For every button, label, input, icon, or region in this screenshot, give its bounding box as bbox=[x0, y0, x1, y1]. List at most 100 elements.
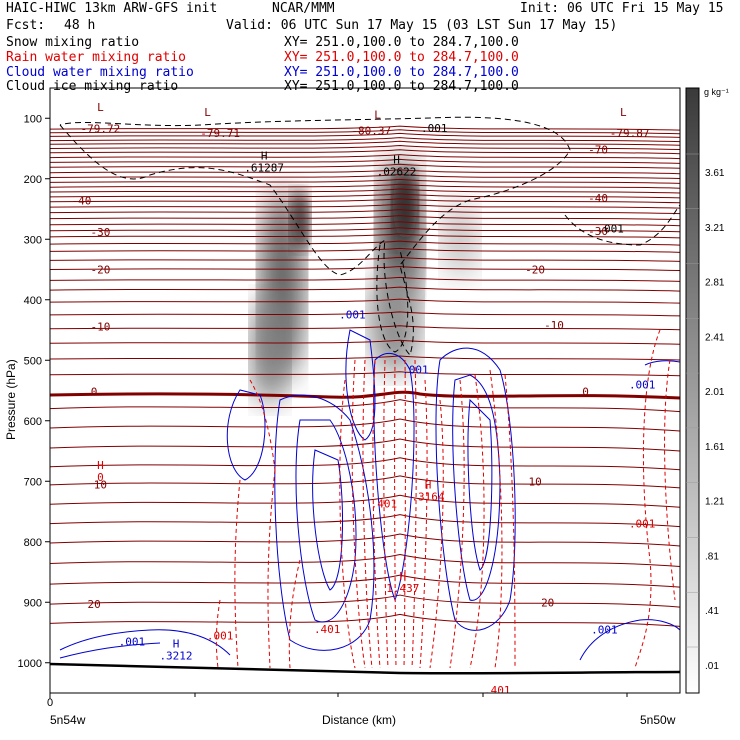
extremum-marker: H bbox=[173, 638, 180, 651]
temperature-label: -70 bbox=[588, 144, 608, 157]
mixing-ratio-label: .001 bbox=[629, 518, 656, 531]
temperature-isotherm bbox=[50, 188, 680, 194]
temperature-isotherm bbox=[50, 494, 680, 508]
mixing-ratio-label: .401 bbox=[371, 498, 398, 511]
valid-time: Valid: 06 UTC Sun 17 May 15 (03 LST Sun … bbox=[226, 18, 618, 33]
extremum-marker: L bbox=[374, 108, 381, 121]
temperature-isotherm bbox=[50, 457, 680, 471]
temperature-isotherm bbox=[50, 533, 680, 547]
temperature-isotherm bbox=[50, 325, 680, 331]
temperature-isotherm bbox=[50, 154, 680, 160]
extremum-value: 1.437 bbox=[386, 582, 419, 595]
mixing-ratio-label: .001 bbox=[591, 623, 618, 636]
fcst-label: Fcst: bbox=[6, 18, 46, 33]
temperature-label: 20 bbox=[87, 598, 100, 611]
plot-frame bbox=[49, 87, 681, 694]
temperature-label: -20 bbox=[90, 264, 110, 277]
field-snow-xy: XY= 251.0,100.0 to 284.7,100.0 bbox=[284, 35, 519, 50]
colorbar-level-label: 1.21 bbox=[705, 497, 725, 508]
temperature-isotherm bbox=[50, 574, 680, 588]
cloud-ice-contours bbox=[59, 116, 680, 356]
extremum-value: .02622 bbox=[377, 166, 417, 179]
temperature-label: -79.87 bbox=[610, 127, 650, 140]
extremum-value: .3164 bbox=[411, 491, 444, 504]
temperature-isotherm bbox=[50, 163, 680, 169]
temperature-isotherm bbox=[50, 276, 680, 282]
temperature-isotherm bbox=[50, 174, 680, 180]
temperature-label: 10 bbox=[94, 478, 107, 491]
field-ice-xy: XY= 251.0,100.0 to 284.7,100.0 bbox=[284, 79, 519, 94]
y-tick-label: 800 bbox=[24, 537, 42, 549]
cloud-water-contours bbox=[59, 329, 680, 661]
mixing-ratio-label: .401 bbox=[484, 684, 511, 697]
field-cloud-xy: XY= 251.0,100.0 to 284.7,100.0 bbox=[284, 65, 519, 80]
extremum-value: 0 bbox=[97, 471, 104, 484]
colorbar-level-label: .41 bbox=[705, 606, 719, 617]
y-tick-label: 300 bbox=[24, 234, 42, 246]
temperature-isotherm bbox=[50, 221, 680, 227]
extremum-marker: H bbox=[399, 570, 406, 583]
extremum-marker: L bbox=[97, 101, 104, 114]
mixing-ratio-label: .001 bbox=[421, 122, 448, 135]
y-tick-label: 100 bbox=[24, 113, 42, 125]
temperature-label: -40 bbox=[72, 195, 92, 208]
x-tick-0: 0 bbox=[47, 697, 53, 709]
temperature-isotherm bbox=[50, 399, 680, 413]
temperature-isotherm bbox=[50, 125, 680, 131]
temperature-isotherm bbox=[50, 144, 680, 150]
temperature-label: -10 bbox=[90, 320, 110, 333]
y-tick-label: 200 bbox=[24, 174, 42, 186]
temperature-contours bbox=[50, 125, 680, 627]
y-tick-label: 400 bbox=[24, 295, 42, 307]
temperature-isotherm bbox=[50, 475, 680, 489]
temperature-isotherm bbox=[50, 265, 680, 271]
temperature-isotherm bbox=[50, 438, 680, 452]
temperature-label: -79.71 bbox=[200, 127, 240, 140]
extremum-marker: H bbox=[393, 154, 400, 167]
temperature-isotherm bbox=[50, 233, 680, 239]
extremum-value: .3212 bbox=[159, 650, 192, 663]
temperature-isotherm bbox=[50, 371, 680, 377]
y-tick-label: 600 bbox=[24, 416, 42, 428]
temperature-label: 0 bbox=[582, 386, 589, 399]
temperature-isotherm bbox=[50, 169, 680, 175]
temperature-isotherm bbox=[50, 594, 680, 608]
temperature-isotherm bbox=[50, 355, 680, 361]
temperature-isotherm bbox=[50, 140, 680, 146]
temperature-isotherm bbox=[50, 227, 680, 233]
temperature-label: 0 bbox=[91, 386, 98, 399]
x-axis-label: Distance (km) bbox=[322, 713, 396, 727]
colorbar-level-label: 3.21 bbox=[705, 223, 725, 234]
temperature-isotherm bbox=[50, 203, 680, 209]
mixing-ratio-label: .001 bbox=[597, 222, 624, 235]
mixing-ratio-label: .001 bbox=[207, 630, 234, 643]
init-time: Init: 06 UTC Fri 15 May 15 bbox=[520, 1, 724, 16]
field-snow-name: Snow mixing ratio bbox=[6, 35, 140, 50]
temperature-isotherm bbox=[50, 193, 680, 199]
temperature-label: 10 bbox=[528, 475, 541, 488]
temperature-isotherm bbox=[50, 215, 680, 221]
x-right-location: 5n50w bbox=[640, 713, 676, 727]
extremum-marker: H bbox=[97, 459, 104, 472]
y-tick-label: 500 bbox=[24, 355, 42, 367]
field-rain-xy: XY= 251.0,100.0 to 284.7,100.0 bbox=[284, 50, 519, 65]
colorbar-unit: g kg⁻¹ bbox=[704, 87, 729, 97]
colorbar: 3.61 3.21 2.81 2.41 2.01 1.61 1.21 .81 .41 .01 g … bbox=[685, 87, 729, 694]
extremum-marker: L bbox=[204, 106, 211, 119]
temperature-isotherm bbox=[50, 256, 680, 262]
temperature-label: -30 bbox=[90, 226, 110, 239]
temperature-isotherm bbox=[50, 339, 680, 345]
temperature-isotherm bbox=[50, 298, 680, 304]
temperature-isotherm bbox=[50, 129, 680, 135]
mixing-ratio-label: .001 bbox=[402, 363, 429, 376]
x-axis bbox=[49, 693, 628, 699]
temperature-label: -79.72 bbox=[81, 123, 121, 136]
temperature-isotherm bbox=[50, 286, 680, 292]
mixing-ratio-label: .401 bbox=[314, 623, 341, 636]
temperature-isotherm bbox=[50, 132, 680, 138]
temperature-isotherm bbox=[50, 554, 680, 568]
mixing-ratio-label: .001 bbox=[119, 636, 146, 649]
colorbar-level-label: 1.61 bbox=[705, 442, 725, 453]
y-tick-label: 700 bbox=[24, 476, 42, 488]
